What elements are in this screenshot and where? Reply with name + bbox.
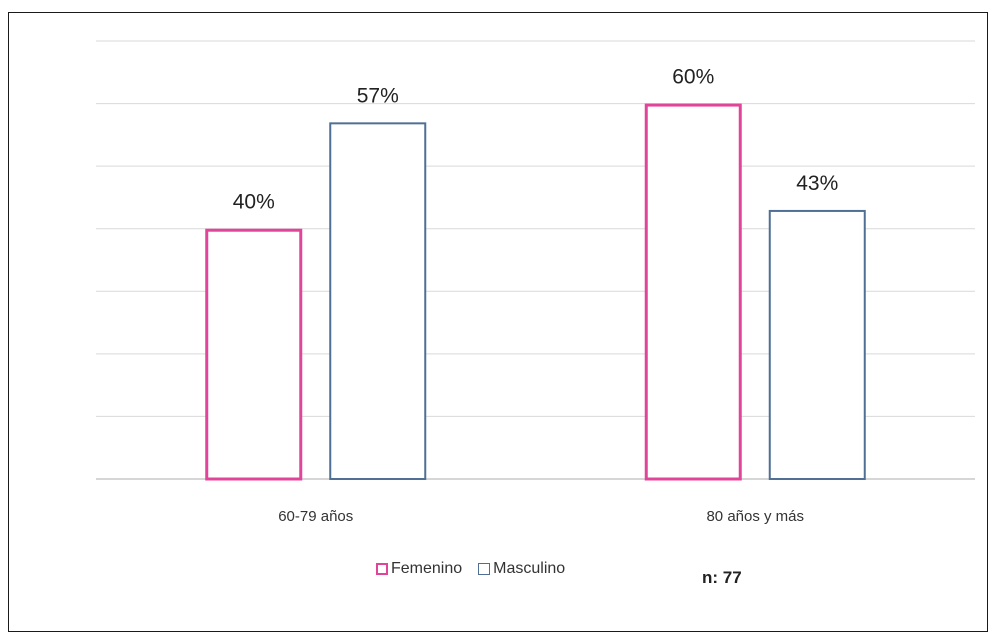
bar-chart: 40% 57% 60-79 años 60% 43% 80 años y más: [96, 40, 975, 525]
legend-swatch-masculino: [478, 563, 491, 575]
bar-femenino: [644, 103, 742, 481]
legend-label-masculino: Masculino: [493, 560, 566, 577]
data-label: 40%: [233, 191, 275, 214]
data-label: 43%: [796, 172, 838, 195]
sample-size-label: n: 77: [702, 568, 742, 587]
legend-item-femenino: Femenino: [376, 560, 462, 578]
chart-legend: Femenino Masculino: [376, 560, 565, 578]
bar-masculino: [329, 122, 427, 480]
legend-item-masculino: Masculino: [478, 560, 565, 578]
x-tick-label: 80 años y más: [706, 508, 804, 525]
data-label: 60%: [672, 66, 714, 89]
legend-label-femenino: Femenino: [391, 560, 463, 577]
bar-masculino: [768, 209, 866, 480]
data-label: 57%: [357, 84, 399, 107]
bar-femenino: [205, 228, 303, 481]
x-tick-label: 60-79 años: [278, 508, 353, 525]
legend-swatch-femenino: [376, 563, 388, 575]
